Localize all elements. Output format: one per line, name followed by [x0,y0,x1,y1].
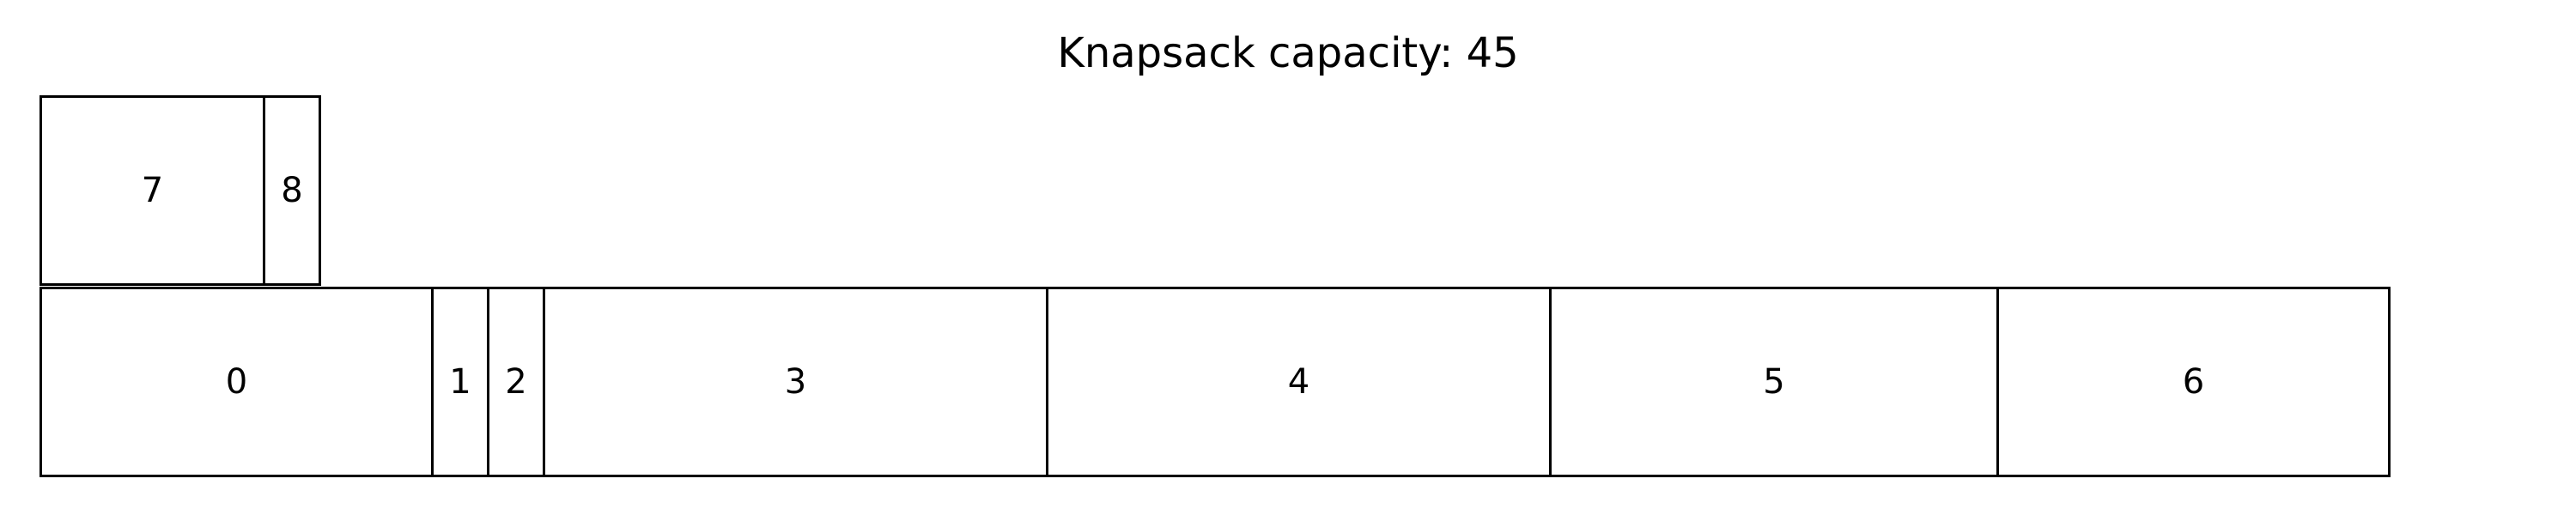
knapsack-row-bottom: 0 1 2 3 4 5 6 [39,287,2391,477]
diagram-title: Knapsack capacity: 45 [1057,29,1519,77]
item-label: 1 [449,362,471,402]
knapsack-row-top: 7 8 [39,95,321,286]
item-box-1: 1 [431,287,489,477]
item-box-5: 5 [1549,287,1999,477]
item-label: 0 [225,362,248,402]
item-label: 3 [784,362,807,402]
item-box-4: 4 [1046,287,1552,477]
item-label: 2 [505,362,527,402]
item-label: 4 [1287,362,1310,402]
item-box-2: 2 [487,287,545,477]
item-label: 8 [281,171,303,210]
item-label: 7 [141,171,164,210]
item-label: 5 [1763,362,1785,402]
item-label: 6 [2182,362,2205,402]
item-box-7: 7 [39,95,265,286]
item-box-0: 0 [39,287,434,477]
item-box-6: 6 [1996,287,2391,477]
item-box-8: 8 [263,95,321,286]
item-box-3: 3 [543,287,1048,477]
